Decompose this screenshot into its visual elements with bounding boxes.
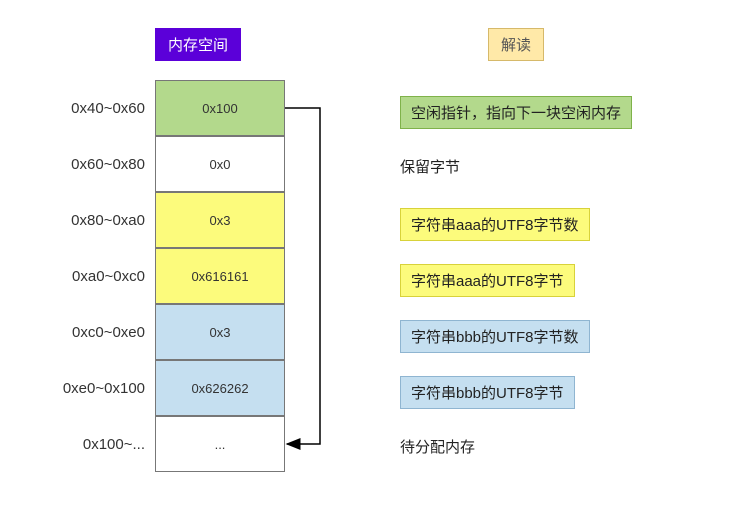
description-text: 字符串bbb的UTF8字节 — [411, 385, 564, 402]
memory-cell-value: 0x0 — [210, 157, 231, 172]
description-text: 字符串aaa的UTF8字节 — [411, 273, 564, 290]
memory-cell: 0x0 — [155, 136, 285, 192]
address-range: 0x100~... — [30, 436, 145, 453]
memory-cell-value: 0x616161 — [191, 269, 248, 284]
description-box: 字符串bbb的UTF8字节数 — [400, 320, 590, 353]
header-memory-label: 内存空间 — [168, 37, 228, 54]
memory-cell-value: 0x626262 — [191, 381, 248, 396]
description-text: 空闲指针，指向下一块空闲内存 — [411, 105, 621, 122]
memory-cell: 0x3 — [155, 192, 285, 248]
description-text: 保留字节 — [400, 156, 460, 177]
description-box: 字符串aaa的UTF8字节 — [400, 264, 575, 297]
address-range: 0x60~0x80 — [30, 156, 145, 173]
description-text: 待分配内存 — [400, 436, 475, 457]
memory-cell: ... — [155, 416, 285, 472]
memory-cell-value: 0x3 — [210, 213, 231, 228]
memory-cell-value: 0x3 — [210, 325, 231, 340]
memory-cell: 0x100 — [155, 80, 285, 136]
memory-cell: 0x616161 — [155, 248, 285, 304]
memory-cell: 0x626262 — [155, 360, 285, 416]
header-description: 解读 — [488, 28, 544, 61]
address-range: 0xc0~0xe0 — [30, 324, 145, 341]
header-memory-space: 内存空间 — [155, 28, 241, 61]
description-box: 字符串aaa的UTF8字节数 — [400, 208, 590, 241]
memory-cell: 0x3 — [155, 304, 285, 360]
address-range: 0xe0~0x100 — [30, 380, 145, 397]
description-text: 字符串bbb的UTF8字节数 — [411, 329, 579, 346]
memory-cell-value: ... — [215, 437, 226, 452]
address-range: 0xa0~0xc0 — [30, 268, 145, 285]
header-desc-label: 解读 — [501, 37, 531, 54]
address-range: 0x40~0x60 — [30, 100, 145, 117]
description-box: 空闲指针，指向下一块空闲内存 — [400, 96, 632, 129]
description-text: 字符串aaa的UTF8字节数 — [411, 217, 579, 234]
description-box: 字符串bbb的UTF8字节 — [400, 376, 575, 409]
memory-cell-value: 0x100 — [202, 101, 237, 116]
address-range: 0x80~0xa0 — [30, 212, 145, 229]
